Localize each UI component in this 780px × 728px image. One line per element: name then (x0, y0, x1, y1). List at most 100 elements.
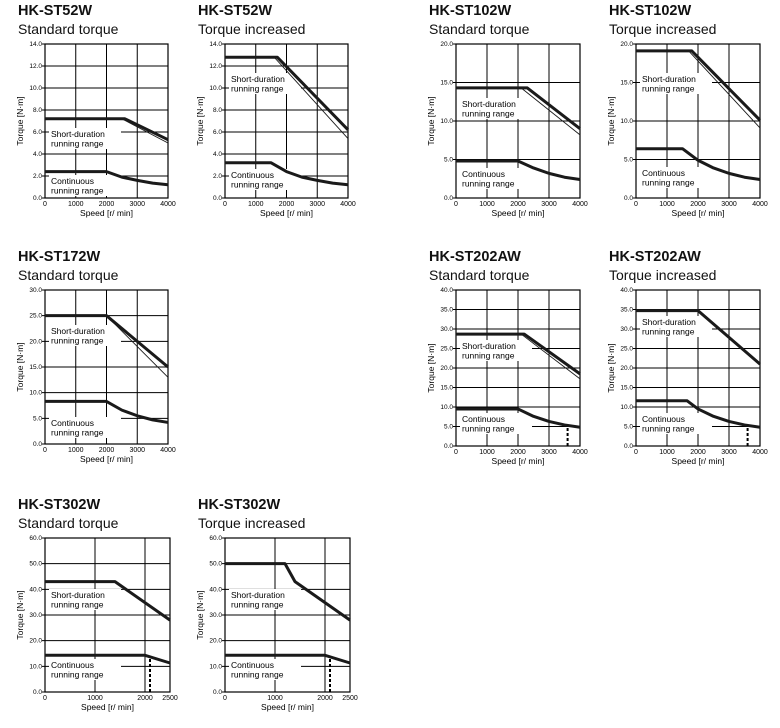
continuous-label: running range (642, 178, 695, 188)
x-axis-label: Speed [r/ min] (492, 456, 545, 466)
short-duration-label-bg (460, 98, 532, 119)
short-duration-line (456, 86, 581, 130)
continuous-label: Continuous (642, 168, 685, 178)
short-duration-label: Short-duration (51, 326, 105, 336)
y-axis-label: Torque [N·m] (606, 96, 616, 145)
x-axis-label: Speed [r/ min] (260, 208, 313, 218)
y-tick-label: 0.0 (33, 689, 42, 696)
x-tick-label: 2000 (279, 201, 295, 208)
short-duration-label: Short-duration (462, 99, 516, 109)
chart-title: HK-ST52W (18, 3, 93, 19)
x-tick-label: 2000 (690, 201, 706, 208)
y-tick-label: 10.0 (440, 404, 453, 411)
continuous-label: running range (462, 424, 515, 434)
continuous-label: running range (231, 180, 284, 190)
chart-title: HK-ST102W (429, 3, 512, 19)
short-duration-line (45, 314, 169, 369)
y-tick-label: 14.0 (29, 41, 42, 48)
chart-subtitle: Torque increased (609, 267, 717, 283)
continuous-line (45, 399, 169, 424)
continuous-label: Continuous (51, 660, 94, 670)
short-duration-label-bg (460, 340, 532, 361)
chart-subtitle: Standard torque (429, 21, 530, 37)
x-tick-label: 1000 (479, 449, 495, 456)
y-tick-label: 15.0 (29, 364, 42, 371)
y-tick-label: 50.0 (29, 561, 42, 568)
short-duration-label-bg (49, 589, 121, 610)
chart-title: HK-ST102W (609, 3, 692, 19)
chart-7: 0 1000 2000 2500 0.0 10.0 20.0 30.0 40.0 50.0 60.0… (15, 535, 178, 712)
y-tick-label: 10.0 (620, 118, 633, 125)
x-tick-label: 3000 (129, 201, 145, 208)
x-tick-label: 3000 (129, 447, 145, 454)
short-duration-label: running range (642, 327, 695, 337)
plot-frame (455, 43, 581, 199)
continuous-label: running range (51, 428, 104, 438)
continuous-label-bg (49, 659, 121, 680)
short-duration-line (225, 55, 350, 131)
x-tick-label: 2500 (162, 695, 178, 702)
y-tick-label: 6.0 (213, 129, 222, 136)
x-tick-label: 0 (43, 447, 47, 454)
continuous-line (456, 159, 581, 182)
y-tick-label: 40.0 (620, 287, 633, 294)
x-tick-label: 4000 (752, 201, 768, 208)
continuous-label-bg (49, 417, 121, 438)
y-axis-label: Torque [N·m] (426, 96, 436, 145)
y-tick-label: 35.0 (620, 307, 633, 314)
chart-8: 0 1000 2000 2500 0.0 10.0 20.0 30.0 40.0 50.0 60.0… (195, 535, 358, 712)
y-tick-label: 10.0 (29, 85, 42, 92)
y-tick-label: 30.0 (440, 326, 453, 333)
x-tick-label: 0 (634, 201, 638, 208)
continuous-label: Continuous (642, 414, 685, 424)
chart-subtitle: Standard torque (429, 267, 530, 283)
continuous-line (636, 399, 761, 429)
chart-2: 0 1000 2000 3000 4000 0.0 5.0 10.0 15.0 20.0 Short… (426, 41, 588, 218)
short-duration-label-bg (640, 316, 712, 337)
continuous-line (225, 161, 349, 187)
x-tick-label: 2000 (99, 201, 115, 208)
y-tick-label: 10.0 (29, 390, 42, 397)
y-tick-label: 5.0 (444, 424, 453, 431)
short-duration-label: Short-duration (642, 74, 696, 84)
continuous-label-bg (229, 169, 301, 190)
chart-subtitle: Standard torque (18, 515, 119, 531)
chart-title: HK-ST302W (198, 497, 281, 513)
short-duration-thin-line (273, 56, 349, 139)
plot-frame (44, 537, 171, 693)
x-tick-label: 1000 (659, 201, 675, 208)
short-duration-line (45, 580, 171, 622)
y-tick-label: 35.0 (440, 307, 453, 314)
short-duration-line (225, 562, 351, 622)
y-tick-label: 60.0 (29, 535, 42, 542)
x-tick-label: 4000 (572, 449, 588, 456)
x-tick-label: 2000 (510, 449, 526, 456)
y-tick-label: 2.0 (33, 173, 42, 180)
x-axis-label: Speed [r/ min] (261, 702, 314, 712)
y-tick-label: 0.0 (444, 195, 453, 202)
y-tick-label: 12.0 (209, 63, 222, 70)
x-tick-label: 4000 (340, 201, 356, 208)
y-tick-label: 20.0 (29, 338, 42, 345)
short-duration-label-bg (49, 325, 121, 346)
short-duration-thin-line (121, 118, 169, 144)
y-axis-label: Torque [N·m] (426, 343, 436, 392)
x-tick-label: 2500 (342, 695, 358, 702)
continuous-label: Continuous (462, 414, 505, 424)
x-tick-label: 0 (43, 201, 47, 208)
x-tick-label: 1000 (267, 695, 283, 702)
y-tick-label: 50.0 (209, 561, 222, 568)
x-tick-label: 1000 (87, 695, 103, 702)
x-axis-label: Speed [r/ min] (492, 208, 545, 218)
continuous-label-bg (640, 413, 712, 434)
y-axis-label: Torque [N·m] (606, 343, 616, 392)
plot-frame (224, 43, 349, 199)
x-tick-label: 1000 (248, 201, 264, 208)
x-axis-label: Speed [r/ min] (80, 208, 133, 218)
short-duration-label: running range (642, 84, 695, 94)
short-duration-label-bg (49, 128, 121, 149)
plot-frame (44, 43, 169, 199)
short-duration-label: running range (462, 109, 515, 119)
x-tick-label: 4000 (572, 201, 588, 208)
y-tick-label: 6.0 (33, 129, 42, 136)
